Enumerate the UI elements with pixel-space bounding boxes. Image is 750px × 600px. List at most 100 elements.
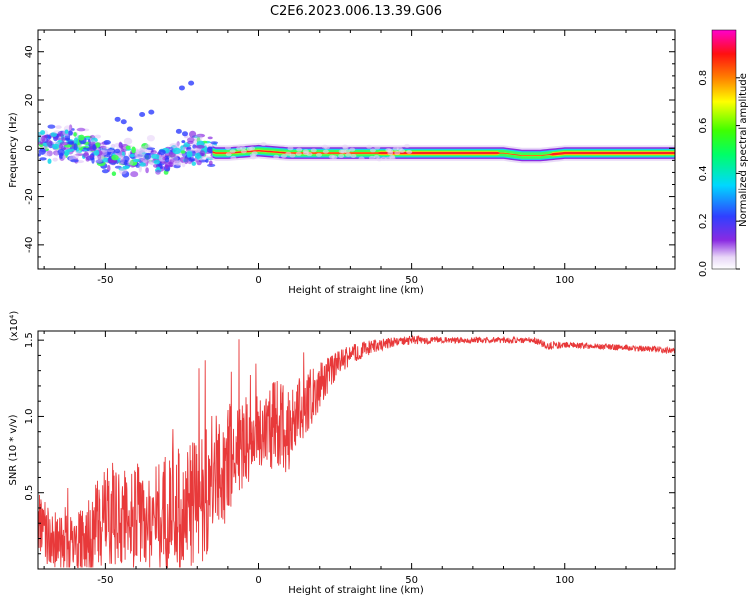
heatmap-cell xyxy=(179,145,185,153)
heatmap-cell xyxy=(287,146,294,151)
heatmap-cell xyxy=(142,159,148,163)
heatmap-cell xyxy=(55,152,59,157)
snr-chart: -50 0 50 100 0.5 1.0 1.5 Height of straight li… xyxy=(8,311,676,596)
heatmap-chart: -50 0 50 100 -40 -20 0 20 40 Height of straight … xyxy=(8,29,676,296)
snr-xlabel: Height of straight line (km) xyxy=(288,585,424,596)
heatmap-cell xyxy=(133,158,140,163)
heatmap-cell xyxy=(394,151,401,156)
heatmap-cell xyxy=(369,148,376,153)
heatmap-xtick-label: 0 xyxy=(255,275,261,286)
snr-frame xyxy=(37,330,676,570)
heatmap-cell xyxy=(111,171,117,176)
colorbar-label: Normalized spectral amplitude xyxy=(738,73,749,227)
heatmap-cell xyxy=(310,148,317,153)
heatmap-cell xyxy=(120,119,127,125)
heatmap-cell xyxy=(322,149,329,154)
heatmap-cell xyxy=(70,159,79,163)
heatmap-cell xyxy=(139,111,146,117)
heatmap-cell xyxy=(131,146,136,154)
heatmap-cell xyxy=(40,130,46,135)
heatmap-frame xyxy=(37,29,676,270)
heatmap-xtick-label: 100 xyxy=(555,275,574,286)
heatmap-cell xyxy=(280,154,287,159)
figure-title: C2E6.2023.006.13.39.G06 xyxy=(270,4,442,19)
heatmap-cell xyxy=(76,127,86,132)
heatmap-cell xyxy=(73,143,78,151)
heatmap-cell xyxy=(149,159,156,166)
heatmap-cell xyxy=(82,152,90,158)
heatmap-cell xyxy=(72,154,79,159)
heatmap-cell xyxy=(323,145,330,150)
heatmap-cell xyxy=(387,148,394,153)
heatmap-cell xyxy=(186,150,193,158)
heatmap-cell xyxy=(384,156,391,161)
heatmap-cell xyxy=(57,148,65,156)
heatmap-cell xyxy=(38,153,41,157)
heatmap-cell xyxy=(340,149,347,154)
colorbar-gradient xyxy=(711,29,737,270)
heatmap-cell xyxy=(61,136,66,142)
heatmap-cell xyxy=(138,147,146,153)
snr-ticks: -50 0 50 100 0.5 1.0 1.5 xyxy=(24,331,675,586)
heatmap-cell xyxy=(140,145,148,153)
heatmap-cell xyxy=(62,155,67,159)
heatmap-cell xyxy=(123,137,133,145)
heatmap-cell xyxy=(134,152,139,159)
snr-xtick-label: 50 xyxy=(405,575,418,586)
heatmap-cell xyxy=(47,124,56,129)
snr-ylabel: SNR (10 * v/v) xyxy=(8,414,19,485)
heatmap-cell xyxy=(188,80,195,86)
snr-series-line xyxy=(38,334,675,569)
heatmap-cell xyxy=(350,153,357,158)
heatmap-cell xyxy=(249,153,256,158)
heatmap-cell xyxy=(181,140,186,144)
heatmap-cell xyxy=(188,157,196,162)
heatmap-cell xyxy=(184,157,189,165)
heatmap-cell xyxy=(43,153,50,157)
heatmap-cell xyxy=(106,149,115,152)
heatmap-cell xyxy=(52,143,60,150)
heatmap-cell xyxy=(54,137,63,141)
heatmap-cell xyxy=(175,161,182,167)
heatmap-cell xyxy=(119,168,127,175)
heatmap-cell xyxy=(109,159,118,164)
heatmap-cell xyxy=(77,144,83,148)
heatmap-cell xyxy=(38,148,46,155)
heatmap-cell xyxy=(182,131,188,137)
heatmap-cell xyxy=(101,169,109,174)
heatmap-cell xyxy=(273,154,280,159)
heatmap-cell xyxy=(205,159,209,163)
heatmap-cell xyxy=(50,132,57,138)
heatmap-cell xyxy=(47,158,52,164)
heatmap-cell xyxy=(39,157,47,161)
heatmap-cell xyxy=(114,116,121,122)
heatmap-cell xyxy=(144,152,152,160)
snr-xtick-label: -50 xyxy=(97,575,113,586)
heatmap-cell xyxy=(78,134,85,141)
heatmap-cell xyxy=(240,146,247,151)
heatmap-cell xyxy=(210,141,218,145)
heatmap-cell xyxy=(158,154,162,162)
heatmap-cell xyxy=(194,134,203,142)
heatmap-cell xyxy=(199,150,205,157)
heatmap-cell xyxy=(67,140,74,145)
heatmap-cell xyxy=(93,155,100,160)
heatmap-cell xyxy=(225,152,232,157)
heatmap-cell xyxy=(91,157,95,164)
heatmap-cell xyxy=(155,169,161,175)
heatmap-cell xyxy=(41,135,46,143)
heatmap-cell xyxy=(68,124,73,132)
heatmap-cell xyxy=(103,140,111,145)
heatmap-cell xyxy=(144,144,151,148)
heatmap-cell xyxy=(146,147,156,150)
snr-xtick-label: 0 xyxy=(255,575,261,586)
heatmap-cell xyxy=(164,157,170,163)
heatmap-cell xyxy=(139,162,146,167)
heatmap-ytick-label: 0 xyxy=(24,145,35,151)
heatmap-cell xyxy=(224,145,231,150)
heatmap-cell xyxy=(406,149,413,154)
heatmap-cell xyxy=(366,144,373,149)
colorbar-tick-label: 0.4 xyxy=(698,165,709,181)
heatmap-cell xyxy=(260,142,267,147)
colorbar-ticks: 0.0 0.2 0.4 0.6 0.8 xyxy=(698,70,740,277)
